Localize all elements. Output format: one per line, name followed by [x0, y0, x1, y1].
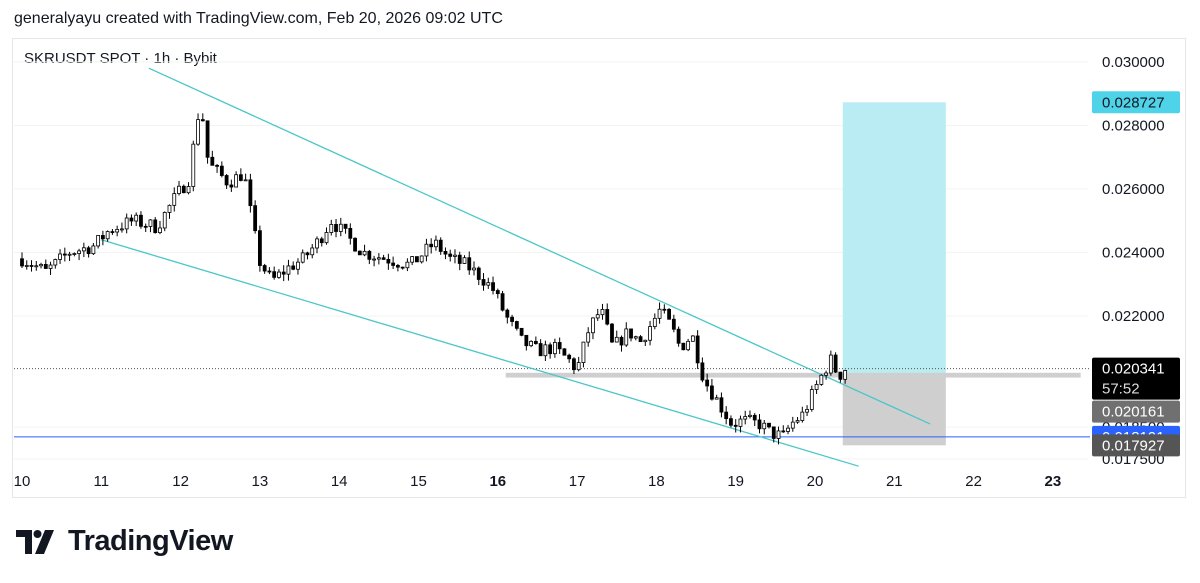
- tradingview-logo-text: TradingView: [68, 525, 233, 557]
- chart-attribution: generalyayu created with TradingView.com…: [14, 10, 503, 27]
- tradingview-logo-icon: [16, 529, 54, 554]
- chart-frame: [12, 38, 1186, 498]
- symbol-title[interactable]: SKRUSDT SPOT · 1h · Bybit: [24, 50, 217, 67]
- tradingview-logo[interactable]: TradingView: [16, 525, 233, 558]
